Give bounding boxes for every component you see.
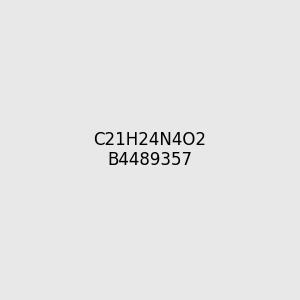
Text: C21H24N4O2
B4489357: C21H24N4O2 B4489357: [94, 130, 206, 170]
